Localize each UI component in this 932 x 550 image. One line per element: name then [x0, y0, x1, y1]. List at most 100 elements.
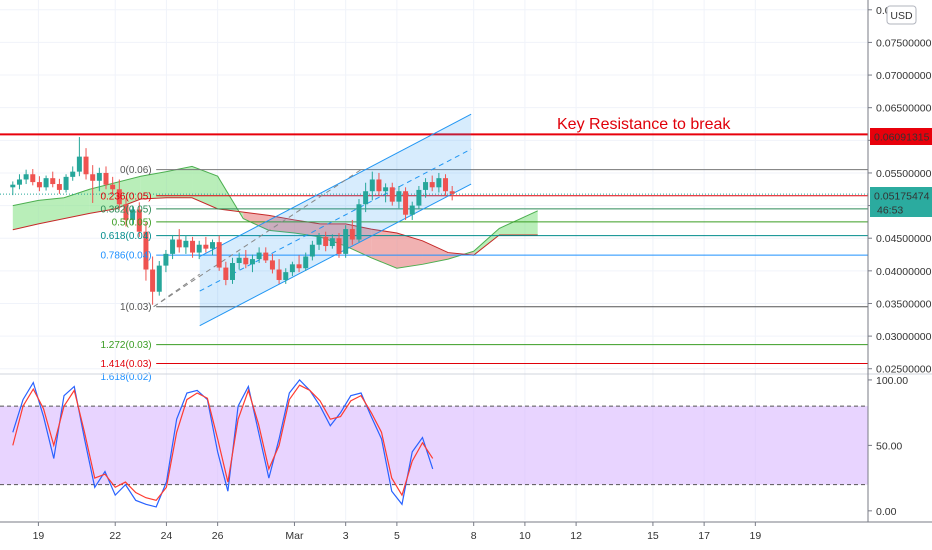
fib-label: 0.618(0.04): [100, 231, 151, 242]
candle-body: [283, 272, 289, 280]
candle-body: [203, 244, 209, 249]
ichimoku-cloud: [12, 165, 538, 269]
cloud-segment: [243, 212, 269, 231]
price-tick-label: 0.06500000: [876, 103, 932, 115]
candle-body: [416, 189, 422, 206]
candle-body: [236, 257, 242, 264]
last-price-label-bg: [870, 187, 932, 217]
oscillator-tick-label: 50.00: [876, 440, 902, 452]
candle-body: [170, 239, 176, 254]
candle-body: [110, 184, 116, 190]
candle-body: [249, 259, 255, 265]
fib-label: 0(0.06): [120, 165, 152, 176]
candle-body: [229, 263, 235, 280]
time-tick-label: Mar: [285, 530, 304, 542]
key-resistance-annotation: Key Resistance to break: [557, 116, 731, 133]
candle-body: [276, 269, 282, 280]
time-tick-label: 19: [33, 530, 45, 542]
price-labels: 0.06091315 0.05175474 46:53: [870, 128, 932, 217]
resistance-price-label-bg: [870, 128, 932, 145]
candle-body: [303, 256, 309, 269]
candle-body: [336, 238, 342, 254]
candle-body: [409, 205, 415, 215]
channel-mid-line: [199, 148, 472, 292]
candle-body: [449, 191, 455, 194]
last-price-label: 0.05175474: [874, 191, 930, 203]
candle-body: [369, 179, 375, 192]
cloud-segment: [12, 200, 39, 230]
candle-body: [176, 239, 182, 248]
candle-body: [210, 242, 216, 249]
fib-label: 1.618(0.02): [100, 372, 151, 383]
currency-button[interactable]: [886, 5, 917, 25]
candle-body: [90, 174, 96, 181]
candle-body: [289, 264, 295, 273]
fib-label: 1.272(0.03): [100, 340, 151, 351]
channel-lower-line[interactable]: [199, 183, 472, 327]
candle-body: [383, 187, 389, 192]
cloud-segment: [140, 171, 167, 200]
channel-upper-line[interactable]: [199, 113, 472, 257]
time-tick-label: 17: [698, 530, 710, 542]
candle-body: [323, 236, 329, 247]
regression-channel[interactable]: [153, 113, 472, 327]
price-tick-label: 0.03000000: [876, 331, 932, 343]
candle-body: [403, 191, 409, 215]
price-axis-currency[interactable]: USD: [886, 5, 917, 25]
candle-body: [269, 260, 275, 270]
cloud-segment: [294, 219, 321, 237]
price-tick-label: 0.05500000: [876, 168, 932, 180]
candle-body: [329, 238, 335, 247]
time-tick-label: 24: [161, 530, 173, 542]
cloud-segment: [166, 166, 193, 198]
candle-body: [256, 252, 262, 260]
candle-body: [30, 174, 36, 183]
candle-body: [130, 209, 136, 220]
candle-body: [136, 209, 142, 232]
cloud-segment: [64, 189, 90, 219]
candle-body: [96, 172, 102, 181]
candle-body: [76, 156, 82, 172]
candle-body: [143, 231, 149, 270]
candle-body: [50, 178, 56, 185]
time-tick-label: 12: [570, 530, 582, 542]
candle-body: [36, 182, 42, 188]
time-tick-label: 26: [212, 530, 224, 542]
oscillator-series-0: [12, 379, 434, 508]
bar-countdown-label: 46:53: [877, 205, 903, 217]
time-tick-label: 15: [647, 530, 659, 542]
candle-body: [436, 178, 442, 188]
candle-body: [63, 176, 69, 190]
candle-body: [216, 242, 222, 268]
currency-button-label[interactable]: USD: [890, 10, 913, 22]
cloud-segment: [396, 232, 423, 269]
time-tick-label: 3: [343, 530, 349, 542]
price-tick-label: 0.03500000: [876, 298, 932, 310]
fib-labels: 0(0.06) 0.236(0.05) 0.382(0.05) 0.5(0.05) 0.…: [100, 165, 151, 383]
resistance-price-label: 0.06091315: [874, 132, 930, 144]
candle-body: [396, 191, 402, 202]
price-tick-label: 0.04500000: [876, 233, 932, 245]
fib-label: 0.382(0.05): [100, 204, 151, 215]
time-tick-label: 22: [109, 530, 121, 542]
price-tick-label: 0.07500000: [876, 37, 932, 49]
oscillator-band: [0, 406, 868, 485]
candle-body: [309, 244, 315, 257]
fib-label: 0.236(0.05): [100, 191, 151, 202]
candle-body: [123, 204, 129, 220]
candle-body: [429, 182, 435, 188]
price-tick-label: 0.07000000: [876, 70, 932, 82]
candle-body: [43, 178, 49, 188]
candle-body: [349, 229, 355, 240]
fib-label: 1.414(0.03): [100, 359, 151, 370]
candle-body: [296, 264, 302, 269]
candle-body: [83, 156, 89, 175]
time-tick-label: 8: [471, 530, 477, 542]
candle-body: [190, 240, 196, 253]
candle-body: [56, 184, 62, 190]
cloud-segment: [268, 215, 295, 233]
price-tick-label: 0.04000000: [876, 266, 932, 278]
fib-label: 0.5(0.05): [112, 217, 152, 228]
